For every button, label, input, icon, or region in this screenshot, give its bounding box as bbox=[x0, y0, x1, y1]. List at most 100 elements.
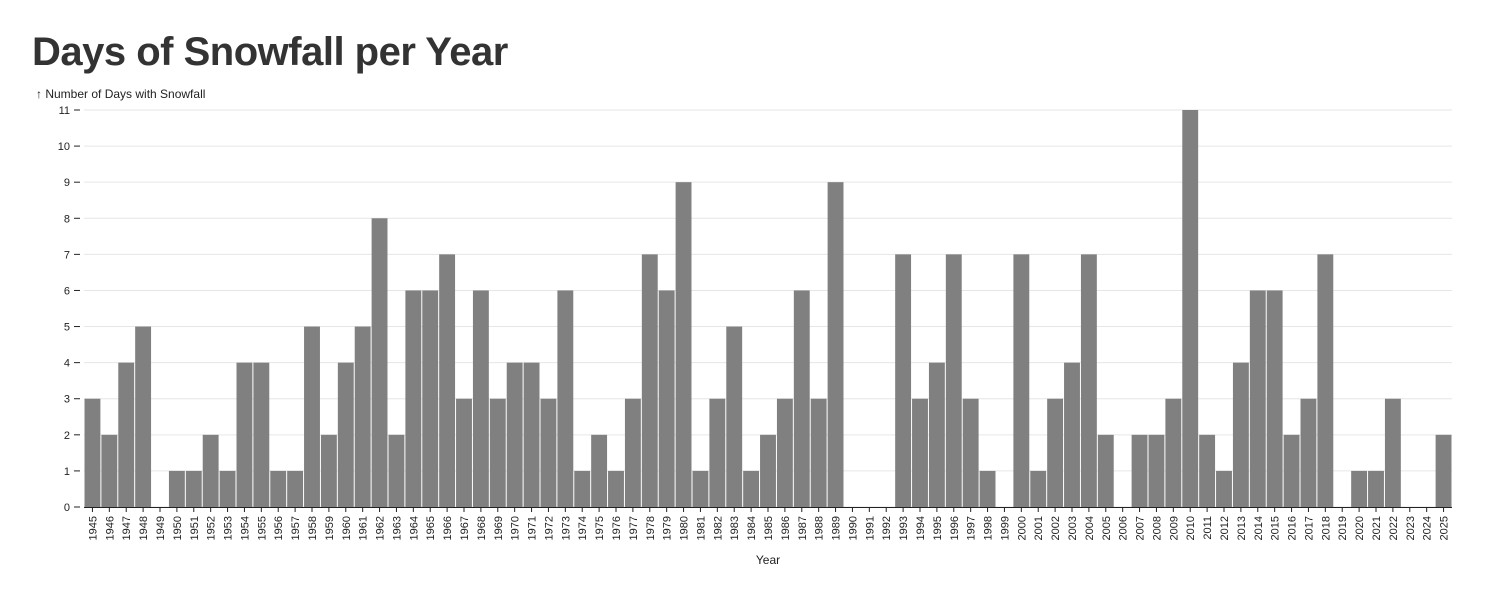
x-tick-label: 1965 bbox=[425, 516, 437, 540]
bar bbox=[185, 470, 202, 507]
bar bbox=[675, 182, 692, 507]
x-tick-label: 2024 bbox=[1422, 516, 1434, 540]
bar bbox=[574, 470, 591, 507]
x-tick-label: 1950 bbox=[172, 516, 184, 540]
y-axis-title: ↑ Number of Days with Snowfall bbox=[36, 87, 205, 101]
x-tick-label: 2007 bbox=[1135, 516, 1147, 540]
x-tick-label: 1971 bbox=[527, 516, 539, 540]
bar bbox=[388, 434, 405, 507]
x-tick-label: 2023 bbox=[1405, 516, 1417, 540]
x-tick-label: 1998 bbox=[983, 516, 995, 540]
x-tick-label: 1995 bbox=[932, 516, 944, 540]
bar bbox=[371, 218, 388, 508]
bar bbox=[608, 470, 624, 507]
x-axis-title: Year bbox=[756, 553, 780, 567]
bar bbox=[456, 398, 472, 507]
bar bbox=[810, 398, 827, 507]
x-tick-label: 1997 bbox=[966, 516, 978, 540]
x-tick-label: 1983 bbox=[729, 516, 741, 540]
y-tick-label: 1 bbox=[64, 466, 70, 478]
x-tick-label: 1955 bbox=[256, 516, 268, 540]
bar bbox=[1266, 290, 1283, 507]
bar bbox=[912, 398, 928, 507]
x-tick-label: 1959 bbox=[324, 516, 336, 540]
x-tick-label: 1947 bbox=[121, 516, 133, 540]
x-tick-label: 2003 bbox=[1067, 516, 1079, 540]
bar bbox=[591, 434, 608, 507]
x-tick-label: 1994 bbox=[915, 516, 927, 540]
bar bbox=[1435, 434, 1452, 507]
bar bbox=[118, 362, 135, 507]
bar bbox=[439, 254, 456, 507]
bar bbox=[709, 398, 726, 507]
y-tick-label: 11 bbox=[59, 105, 70, 117]
x-tick-label: 1989 bbox=[831, 516, 843, 540]
x-tick-label: 1969 bbox=[493, 516, 505, 540]
x-tick-label: 2016 bbox=[1287, 516, 1299, 540]
x-tick-label: 2017 bbox=[1303, 516, 1315, 540]
bar bbox=[354, 326, 371, 507]
bar bbox=[928, 362, 945, 507]
x-tick-label: 1988 bbox=[814, 516, 826, 540]
bar bbox=[1232, 362, 1249, 507]
bar bbox=[1351, 470, 1368, 507]
x-tick-label: 1968 bbox=[476, 516, 488, 540]
bar bbox=[287, 470, 304, 507]
bar bbox=[776, 398, 793, 507]
bar bbox=[472, 290, 489, 507]
x-tick-label: 2001 bbox=[1033, 516, 1045, 540]
x-tick-label: 2019 bbox=[1337, 516, 1349, 540]
bar bbox=[1283, 434, 1300, 507]
x-tick-label: 2014 bbox=[1253, 516, 1265, 540]
x-tick-label: 1976 bbox=[611, 516, 623, 540]
bar bbox=[641, 254, 658, 507]
x-tick-label: 2002 bbox=[1050, 516, 1062, 540]
x-tick-label: 1978 bbox=[645, 516, 657, 540]
x-tick-label: 1991 bbox=[864, 516, 876, 540]
x-tick-label: 1987 bbox=[797, 516, 809, 540]
x-tick-label: 1962 bbox=[375, 516, 387, 540]
bar bbox=[1249, 290, 1266, 507]
x-tick-label: 1981 bbox=[695, 516, 707, 540]
bar bbox=[84, 398, 101, 507]
bar bbox=[320, 434, 337, 507]
bar bbox=[1131, 434, 1148, 507]
bar bbox=[523, 362, 540, 507]
y-tick-label: 8 bbox=[64, 213, 70, 225]
x-tick-label: 1958 bbox=[307, 516, 319, 540]
x-axis: 1945 1946 1947 1948 1949 1950 1951 1952 1953 1954… bbox=[84, 507, 1452, 540]
x-tick-label: 2005 bbox=[1101, 516, 1113, 540]
x-tick-label: 1977 bbox=[628, 516, 640, 540]
bar bbox=[1199, 434, 1216, 507]
bar bbox=[236, 362, 253, 507]
x-tick-label: 1953 bbox=[223, 516, 235, 540]
x-tick-label: 2012 bbox=[1219, 516, 1231, 540]
x-tick-label: 1986 bbox=[780, 516, 792, 540]
x-tick-label: 2011 bbox=[1202, 516, 1214, 540]
x-tick-label: 2013 bbox=[1236, 516, 1248, 540]
x-tick-label: 1963 bbox=[391, 516, 403, 540]
bar bbox=[743, 470, 760, 507]
x-tick-label: 1985 bbox=[763, 516, 775, 540]
x-tick-label: 1964 bbox=[408, 516, 420, 540]
x-tick-label: 1960 bbox=[341, 516, 353, 540]
x-tick-label: 1949 bbox=[155, 516, 167, 540]
bar bbox=[1317, 254, 1334, 507]
bar bbox=[1216, 470, 1232, 507]
x-tick-label: 1954 bbox=[239, 516, 251, 540]
bar bbox=[270, 470, 287, 507]
bar bbox=[962, 398, 979, 507]
x-tick-label: 1990 bbox=[847, 516, 859, 540]
bar bbox=[793, 290, 810, 507]
x-tick-label: 1979 bbox=[662, 516, 674, 540]
bar bbox=[557, 290, 574, 507]
x-tick-label: 1970 bbox=[510, 516, 522, 540]
x-tick-label: 1984 bbox=[746, 516, 758, 540]
y-tick-label: 2 bbox=[64, 430, 70, 442]
x-tick-label: 2009 bbox=[1168, 516, 1180, 540]
x-tick-label: 1999 bbox=[999, 516, 1011, 540]
bar bbox=[405, 290, 422, 507]
y-tick-label: 6 bbox=[64, 285, 70, 297]
x-tick-label: 2015 bbox=[1270, 516, 1282, 540]
